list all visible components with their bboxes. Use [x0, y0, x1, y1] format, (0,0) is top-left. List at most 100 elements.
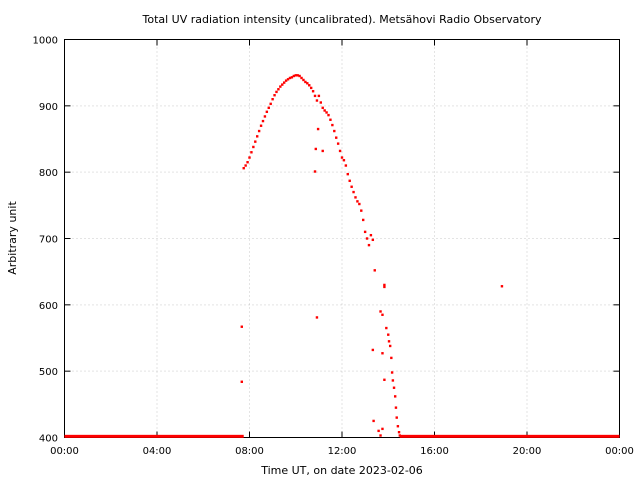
y-tick-label: 500 — [39, 367, 58, 378]
x-tick-label: 04:00 — [143, 446, 172, 457]
data-point — [394, 406, 398, 409]
data-point — [331, 123, 334, 127]
data-point — [325, 111, 328, 114]
data-point — [277, 88, 280, 91]
data-point — [344, 164, 348, 167]
y-tick-label: 900 — [39, 102, 58, 113]
y-tick-label: 400 — [39, 434, 58, 445]
data-point — [259, 124, 263, 127]
data-point — [294, 74, 297, 77]
data-point — [333, 129, 336, 133]
data-point — [361, 218, 365, 222]
data-point — [350, 185, 353, 188]
data-point — [340, 156, 344, 159]
data-point — [288, 76, 292, 80]
data-point — [390, 356, 393, 360]
plot-frame — [64, 39, 620, 438]
data-point — [377, 429, 380, 433]
data-point — [271, 98, 274, 101]
data-point — [281, 83, 284, 86]
data-points — [64, 74, 620, 438]
chart-title: Total UV radiation intensity (uncalibrat… — [142, 13, 542, 26]
data-point — [383, 285, 386, 289]
x-tick-label: 20:00 — [513, 446, 542, 457]
data-point — [282, 81, 286, 84]
baseline-points — [399, 434, 620, 438]
data-point — [327, 113, 330, 117]
data-point — [321, 149, 324, 153]
data-point — [354, 196, 357, 199]
data-point — [335, 136, 338, 139]
x-axis-label: Time UT, on date 2023-02-06 — [260, 464, 423, 477]
data-point — [311, 90, 315, 93]
data-point — [306, 82, 309, 85]
data-point — [315, 99, 319, 102]
y-tick-label: 800 — [39, 168, 58, 179]
axis-ticks: 00:00 04:00 08:00 12:00 16:00 20:00 00:0040050… — [33, 36, 634, 458]
data-point — [240, 380, 243, 383]
x-tick-label: 12:00 — [328, 446, 357, 457]
data-point — [392, 386, 396, 389]
data-point — [308, 84, 311, 87]
data-point — [356, 200, 359, 203]
data-point — [393, 395, 397, 398]
data-point — [261, 119, 265, 123]
data-point — [396, 425, 400, 428]
data-point — [379, 434, 382, 437]
data-point — [279, 85, 282, 88]
data-point — [381, 313, 384, 316]
data-point — [248, 156, 251, 159]
data-point — [381, 352, 384, 355]
data-point — [390, 371, 394, 374]
data-point — [290, 76, 294, 79]
data-point — [319, 101, 323, 104]
data-point — [360, 209, 363, 212]
data-point — [292, 74, 296, 78]
data-point — [304, 80, 307, 84]
x-tick-label: 08:00 — [235, 446, 264, 457]
data-point — [300, 76, 303, 80]
y-axis-label: Arbitrary unit — [6, 201, 19, 275]
data-point — [336, 142, 340, 145]
data-point — [252, 145, 255, 149]
data-point — [346, 172, 349, 176]
data-point — [365, 237, 369, 240]
data-point — [313, 170, 317, 173]
data-point — [395, 416, 398, 419]
x-tick-label: 00:00 — [605, 446, 634, 457]
data-point — [275, 90, 278, 94]
data-point — [269, 102, 272, 106]
data-point — [302, 78, 305, 82]
data-point — [372, 419, 375, 423]
data-point — [256, 135, 259, 138]
data-point — [391, 379, 395, 382]
data-point — [373, 269, 376, 272]
data-point — [267, 106, 270, 110]
data-point — [298, 74, 301, 78]
data-point — [286, 78, 290, 81]
data-point — [342, 159, 346, 162]
data-point — [246, 161, 249, 164]
data-point — [338, 149, 342, 153]
baseline-points — [64, 434, 244, 438]
data-point — [398, 434, 402, 437]
data-point — [313, 94, 317, 98]
y-tick-label: 700 — [39, 235, 58, 246]
data-point — [371, 348, 375, 352]
data-point — [379, 310, 382, 313]
x-tick-label: 16:00 — [420, 446, 449, 457]
data-point — [321, 106, 324, 110]
data-point — [317, 94, 321, 98]
data-point — [265, 110, 269, 114]
data-point — [323, 109, 326, 112]
y-tick-label: 600 — [39, 301, 58, 312]
x-tick-label: 00:00 — [50, 446, 79, 457]
data-point — [263, 115, 267, 118]
data-point — [381, 427, 384, 431]
data-point — [254, 140, 257, 143]
data-point — [383, 283, 386, 287]
data-point — [296, 74, 299, 77]
data-point — [397, 430, 401, 434]
data-point — [257, 129, 261, 133]
